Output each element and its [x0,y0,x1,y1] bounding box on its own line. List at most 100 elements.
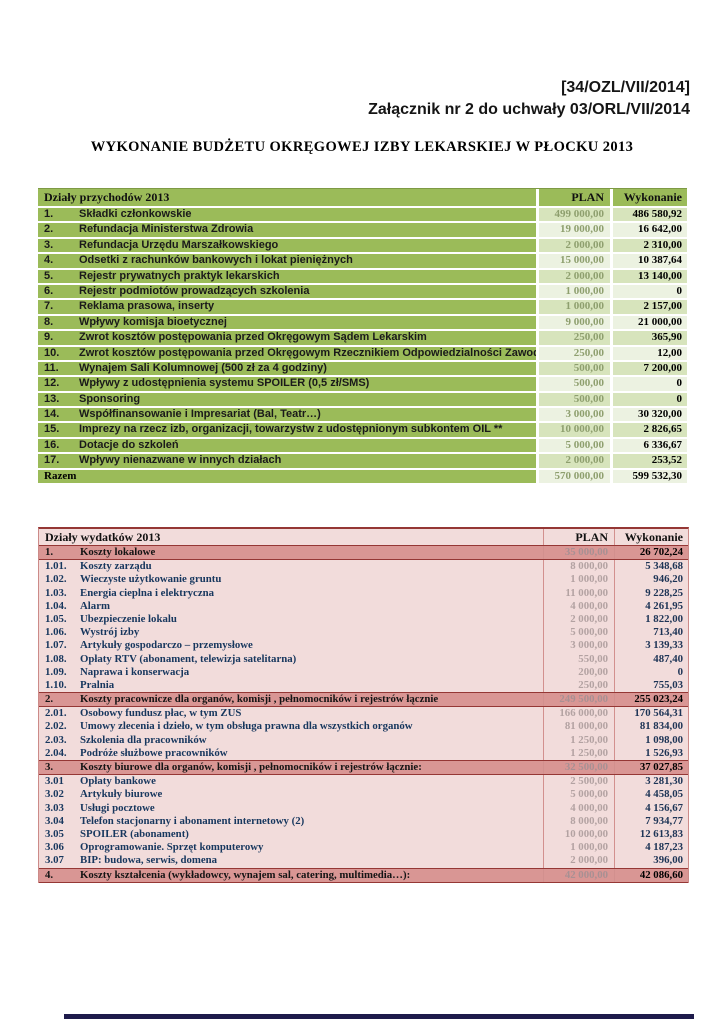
row-label: Reklama prasowa, inserty [79,300,215,313]
income-row: 16. Dotacje do szkoleń 5 000,00 6 336,67 [38,438,687,453]
row-number: 6. [44,284,54,297]
row-number: 3.04 [45,814,64,827]
row-number: 1.04. [45,599,67,612]
row-number: 1.02. [45,573,67,586]
row-label: Oprogramowanie. Sprzęt komputerowy [80,841,264,854]
row-number: 14. [44,408,60,421]
row-label: Współfinansowanie i Impresariat (Bal, Te… [79,408,321,421]
plan-value: 250,00 [539,346,610,360]
row-label: Zwrot kosztów postępowania przed Okręgow… [79,346,536,359]
row-number: 1.05. [45,612,67,625]
income-row: 10. Zwrot kosztów postępowania przed Okr… [38,346,687,360]
plan-value: 500,00 [539,361,610,376]
row-label: Refundacja Urzędu Marszałkowskiego [79,238,279,251]
row-label: Podróże służbowe pracowników [80,746,228,759]
plan-value: 2 000,00 [539,269,610,283]
expense-row: 1.08. Opłaty RTV (abonament, telewizja s… [39,652,688,666]
row-number: 4. [45,868,54,881]
expense-row: 2.02. Umowy zlecenia i dzieło, w tym obs… [39,720,688,734]
row-label: Artykuły biurowe [80,788,163,801]
plan-value: 2 000,00 [539,454,610,468]
wykonanie-value: 0 [613,392,687,407]
row-number: 1. [45,546,54,558]
expense-row: 1. Koszty lokalowe 35 000,00 26 702,24 [39,545,688,561]
row-number: 2.02. [45,720,67,733]
expense-row: 3.04 Telefon stacjonarny i abonament int… [39,814,688,828]
row-label: Rejestr prywatnych praktyk lekarskich [79,269,280,282]
wykonanie-value: 713,40 [614,626,688,640]
row-label: Wystrój izby [80,626,140,639]
row-label: Składki członkowskie [79,208,192,220]
row-number: 3.07 [45,854,64,867]
expense-row: 1.09. Naprawa i konserwacja 200,00 0 [39,665,688,679]
plan-value: 200,00 [543,665,614,679]
plan-value: 81 000,00 [543,720,614,734]
wykonanie-value: 6 336,67 [613,438,687,453]
row-label: Koszty lokalowe [80,546,156,558]
plan-value: 5 000,00 [543,788,614,802]
total-wykonanie-value: 599 532,30 [613,469,687,484]
wykonanie-column-header: Wykonanie [614,529,688,545]
row-label: Alarm [80,599,110,612]
plan-value: 10 000,00 [539,423,610,437]
income-row: 5. Rejestr prywatnych praktyk lekarskich… [38,269,687,283]
row-number: 1.07. [45,639,67,652]
plan-value: 1 000,00 [543,841,614,855]
wykonanie-value: 0 [614,665,688,679]
row-label: Wpływy komisja bioetycznej [79,315,227,328]
expense-row: 3.03 Usługi pocztowe 4 000,00 4 156,67 [39,801,688,815]
expense-row: 1.07. Artykuły gospodarczo – przemysłowe… [39,639,688,653]
row-number: 16. [44,438,60,451]
wykonanie-value: 81 834,00 [614,720,688,734]
wykonanie-value: 12 613,83 [614,827,688,842]
plan-value: 8 000,00 [543,560,614,574]
income-row: 8. Wpływy komisja bioetycznej 9 000,00 2… [38,315,687,330]
expense-row: 1.01. Koszty zarządu 8 000,00 5 348,68 [39,560,688,574]
row-label: Opłaty RTV (abonament, telewizja satelit… [80,652,297,665]
plan-value: 11 000,00 [543,586,614,600]
row-label: Dotacje do szkoleń [79,438,179,451]
income-table-header: Działy przychodów 2013 PLAN Wykonanie [38,188,687,206]
income-row: 1. Składki członkowskie 499 000,00 486 5… [38,208,687,222]
row-number: 2. [44,223,54,236]
row-number: 2. [45,693,54,706]
income-row: 7. Reklama prasowa, inserty 1 000,00 2 1… [38,300,687,314]
row-number: 8. [44,315,54,328]
row-number: 3. [45,761,54,773]
row-label: Refundacja Ministerstwa Zdrowia [79,223,254,236]
row-label: Koszty pracownicze dla organów, komisji … [80,693,439,706]
income-row: 4. Odsetki z rachunków bankowych i lokat… [38,254,687,268]
expense-row: 1.05. Ubezpieczenie lokalu 2 000,00 1 82… [39,612,688,627]
plan-value: 2 000,00 [539,238,610,253]
row-label: Wpływy nienazwane w innych działach [79,454,282,467]
expense-row: 4. Koszty kształcenia (wykładowcy, wynaj… [39,867,688,883]
expense-row: 1.03. Energia cieplna i elektryczna 11 0… [39,586,688,600]
total-label: Razem [38,469,536,484]
row-number: 5. [44,269,54,282]
wykonanie-value: 1 526,93 [614,746,688,760]
expense-row: 2.03. Szkolenia dla pracowników 1 250,00… [39,733,688,747]
wykonanie-value: 1 822,00 [614,612,688,627]
wykonanie-column-header: Wykonanie [613,189,687,206]
wykonanie-value: 755,03 [614,678,688,693]
plan-value: 500,00 [539,392,610,407]
plan-value: 2 500,00 [543,775,614,789]
plan-value: 1 000,00 [543,573,614,587]
row-number: 2.04. [45,746,67,759]
wykonanie-value: 13 140,00 [613,269,687,283]
plan-value: 4 000,00 [543,801,614,815]
plan-value: 250,00 [539,331,610,345]
income-row: 12. Wpływy z udostępnienia systemu SPOIL… [38,377,687,391]
plan-value: 1 000,00 [539,300,610,314]
row-label: Artykuły gospodarczo – przemysłowe [80,639,253,652]
attachment-line: Załącznik nr 2 do uchwały 03/ORL/VII/201… [368,101,690,118]
plan-value: 5 000,00 [543,626,614,640]
row-label: Wieczyste użytkowanie gruntu [80,573,222,586]
row-label: Umowy zlecenia i dzieło, w tym obsługa p… [80,720,413,733]
expense-header-label: Działy wydatków 2013 [45,530,161,544]
wykonanie-value: 2 310,00 [613,238,687,253]
row-number: 17. [44,454,60,467]
plan-value: 42 000,00 [543,868,614,882]
document-reference: [34/OZL/VII/2014] Załącznik nr 2 do uchw… [368,77,690,121]
